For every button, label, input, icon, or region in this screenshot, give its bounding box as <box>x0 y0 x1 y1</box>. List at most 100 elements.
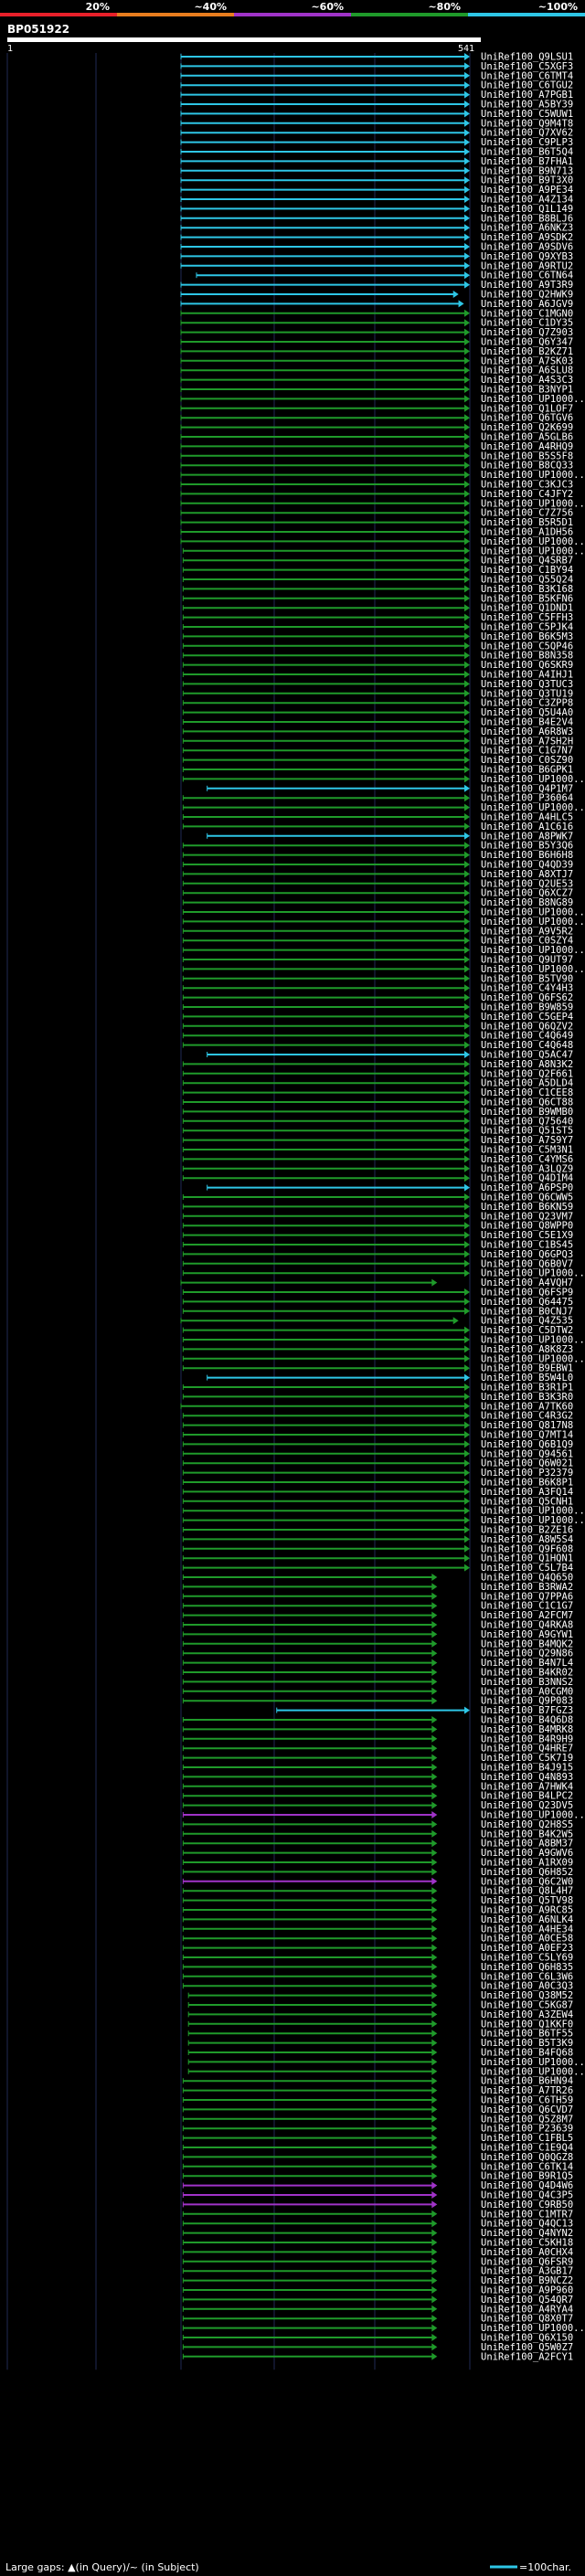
hit-label[interactable]: UniRef100_C0SZ90 <box>481 755 573 766</box>
hit-label[interactable]: UniRef100_Q2F661 <box>481 1068 573 1079</box>
hit-label[interactable]: UniRef100_Q75640 <box>481 1116 573 1127</box>
hit-label[interactable]: UniRef100_Q2UE53 <box>481 878 573 889</box>
hit-label[interactable]: UniRef100_B9W859 <box>481 1002 573 1013</box>
hit-label[interactable]: UniRef100_B9R1Q5 <box>481 2171 573 2182</box>
hit-label[interactable]: UniRef100_C0SZY4 <box>481 936 573 947</box>
hit-label[interactable]: UniRef100_B9EBW1 <box>481 1363 573 1374</box>
hit-label[interactable]: UniRef100_B3K168 <box>481 584 573 595</box>
hit-label[interactable]: UniRef100_Q6H835 <box>481 1962 573 1973</box>
hit-label[interactable]: UniRef100_Q7XV62 <box>481 128 573 139</box>
hit-label[interactable]: UniRef100_Q5W0Z7 <box>481 2342 573 2353</box>
hit-label[interactable]: UniRef100_P36064 <box>481 793 573 804</box>
hit-label[interactable]: UniRef100_A8W5S4 <box>481 1534 573 1545</box>
hit-label[interactable]: UniRef100_B6K8P1 <box>481 1478 573 1489</box>
hit-label[interactable]: UniRef100_C5GEP4 <box>481 1012 573 1023</box>
hit-label[interactable]: UniRef100_B0CNJ7 <box>481 1306 573 1317</box>
hit-label[interactable]: UniRef100_C1BS45 <box>481 1240 573 1251</box>
hit-label[interactable]: UniRef100_B4FQ68 <box>481 2048 573 2059</box>
hit-label[interactable]: UniRef100_Q4D1M4 <box>481 1173 573 1184</box>
hit-label[interactable]: UniRef100_P23639 <box>481 2124 573 2135</box>
hit-label[interactable]: UniRef100_B5T3K9 <box>481 2038 573 2049</box>
hit-label[interactable]: UniRef100_C9RB50 <box>481 2200 573 2210</box>
hit-label[interactable]: UniRef100_B6HN94 <box>481 2076 573 2087</box>
hit-label[interactable]: UniRef100_C4JFY2 <box>481 489 573 500</box>
hit-label[interactable]: UniRef100_C5L7B4 <box>481 1563 573 1574</box>
hit-label[interactable]: UniRef100_UP1000... <box>481 1506 585 1517</box>
hit-label[interactable]: UniRef100_A7TR26 <box>481 2085 573 2096</box>
hit-label[interactable]: UniRef100_B8CQ33 <box>481 461 573 472</box>
hit-label[interactable]: UniRef100_C6TN64 <box>481 270 573 281</box>
hit-label[interactable]: UniRef100_C5XGF3 <box>481 61 573 72</box>
hit-label[interactable]: UniRef100_A7SH2H <box>481 736 573 747</box>
hit-label[interactable]: UniRef100_B9NCZ2 <box>481 2275 573 2286</box>
hit-label[interactable]: UniRef100_UP1000... <box>481 1515 585 1526</box>
hit-label[interactable]: UniRef100_B2ZE16 <box>481 1525 573 1536</box>
hit-label[interactable]: UniRef100_Q6B0V7 <box>481 1258 573 1269</box>
hit-label[interactable]: UniRef100_C5M3N1 <box>481 1145 573 1156</box>
hit-label[interactable]: UniRef100_UP1000... <box>481 1335 585 1346</box>
hit-label[interactable]: UniRef100_Q3TU19 <box>481 688 573 699</box>
hit-label[interactable]: UniRef100_Q29N86 <box>481 1648 573 1659</box>
hit-label[interactable]: UniRef100_UP1000... <box>481 2057 585 2068</box>
hit-label[interactable]: UniRef100_B7FHA1 <box>481 156 573 167</box>
hit-label[interactable]: UniRef100_UP1000... <box>481 394 585 405</box>
hit-label[interactable]: UniRef100_A2FCY1 <box>481 2351 573 2362</box>
hit-label[interactable]: UniRef100_C1E9Q4 <box>481 2143 573 2154</box>
hit-label[interactable]: UniRef100_Q4QC13 <box>481 2219 573 2230</box>
hit-label[interactable]: UniRef100_Q5Z8M7 <box>481 2114 573 2125</box>
hit-label[interactable]: UniRef100_B4Q6D8 <box>481 1715 573 1726</box>
hit-label[interactable]: UniRef100_A8XTJ7 <box>481 869 573 880</box>
hit-label[interactable]: UniRef100_Q4C3P5 <box>481 2190 573 2201</box>
hit-label[interactable]: UniRef100_A1RX09 <box>481 1858 573 1869</box>
hit-label[interactable]: UniRef100_A9RC85 <box>481 1905 573 1916</box>
hit-label[interactable]: UniRef100_B9WMB0 <box>481 1107 573 1118</box>
hit-label[interactable]: UniRef100_Q55Q24 <box>481 575 573 586</box>
hit-label[interactable]: UniRef100_B4LPC2 <box>481 1791 573 1802</box>
hit-label[interactable]: UniRef100_B3NYP1 <box>481 385 573 396</box>
hit-label[interactable]: UniRef100_Q9LSU1 <box>481 52 573 63</box>
hit-label[interactable]: UniRef100_UP1000... <box>481 945 585 956</box>
hit-label[interactable]: UniRef100_A5DLD4 <box>481 1078 573 1089</box>
hit-label[interactable]: UniRef100_UP1000... <box>481 470 585 481</box>
hit-label[interactable]: UniRef100_A4RHQ9 <box>481 441 573 452</box>
hit-label[interactable]: UniRef100_UP1000... <box>481 1268 585 1279</box>
hit-label[interactable]: UniRef100_A0CHX4 <box>481 2247 573 2258</box>
hit-label[interactable]: UniRef100_Q51ST5 <box>481 1126 573 1137</box>
hit-label[interactable]: UniRef100_B6T5Q4 <box>481 147 573 158</box>
hit-label[interactable]: UniRef100_Q9F608 <box>481 1543 573 1554</box>
hit-label[interactable]: UniRef100_A3FQ14 <box>481 1487 573 1498</box>
hit-label[interactable]: UniRef100_Q7MT14 <box>481 1430 573 1441</box>
hit-label[interactable]: UniRef100_C1FBL5 <box>481 2133 573 2144</box>
hit-label[interactable]: UniRef100_UP1000... <box>481 802 585 813</box>
hit-label[interactable]: UniRef100_Q4QD39 <box>481 860 573 871</box>
hit-label[interactable]: UniRef100_Q4NYN2 <box>481 2228 573 2239</box>
hit-label[interactable]: UniRef100_B8NG89 <box>481 897 573 908</box>
hit-label[interactable]: UniRef100_Q6TGV6 <box>481 413 573 424</box>
hit-label[interactable]: UniRef100_UP1000... <box>481 1810 585 1821</box>
hit-label[interactable]: UniRef100_A4VQH7 <box>481 1277 573 1288</box>
hit-label[interactable]: UniRef100_B6K5M3 <box>481 631 573 642</box>
hit-label[interactable]: UniRef100_Q4N893 <box>481 1772 573 1783</box>
hit-label[interactable]: UniRef100_A0C3Q3 <box>481 1981 573 1992</box>
hit-label[interactable]: UniRef100_C5DTW2 <box>481 1325 573 1336</box>
hit-label[interactable]: UniRef100_UP1000... <box>481 907 585 918</box>
hit-label[interactable]: UniRef100_B5Y3Q6 <box>481 841 573 852</box>
hit-label[interactable]: UniRef100_B6KN59 <box>481 1202 573 1213</box>
hit-label[interactable]: UniRef100_A7SK03 <box>481 355 573 366</box>
hit-label[interactable]: UniRef100_B4R9H9 <box>481 1733 573 1744</box>
hit-label[interactable]: UniRef100_B5S5F8 <box>481 451 573 461</box>
hit-label[interactable]: UniRef100_UP1000... <box>481 546 585 557</box>
hit-label[interactable]: UniRef100_B6GPK1 <box>481 765 573 776</box>
hit-label[interactable]: UniRef100_Q2HWK9 <box>481 290 573 301</box>
hit-label[interactable]: UniRef100_Q9UT97 <box>481 955 573 966</box>
hit-label[interactable]: UniRef100_UP1000... <box>481 917 585 928</box>
hit-label[interactable]: UniRef100_P32379 <box>481 1468 573 1479</box>
hit-label[interactable]: UniRef100_UP1000... <box>481 964 585 975</box>
hit-label[interactable]: UniRef100_A6JGV9 <box>481 299 573 310</box>
hit-label[interactable]: UniRef100_A7HWK4 <box>481 1781 573 1792</box>
hit-label[interactable]: UniRef100_Q23VM7 <box>481 1211 573 1222</box>
hit-label[interactable]: UniRef100_A9GYW1 <box>481 1629 573 1640</box>
hit-label[interactable]: UniRef100_C1C1G7 <box>481 1601 573 1612</box>
hit-label[interactable]: UniRef100_B4N7L4 <box>481 1658 573 1669</box>
hit-label[interactable]: UniRef100_Q6GPQ3 <box>481 1249 573 1260</box>
